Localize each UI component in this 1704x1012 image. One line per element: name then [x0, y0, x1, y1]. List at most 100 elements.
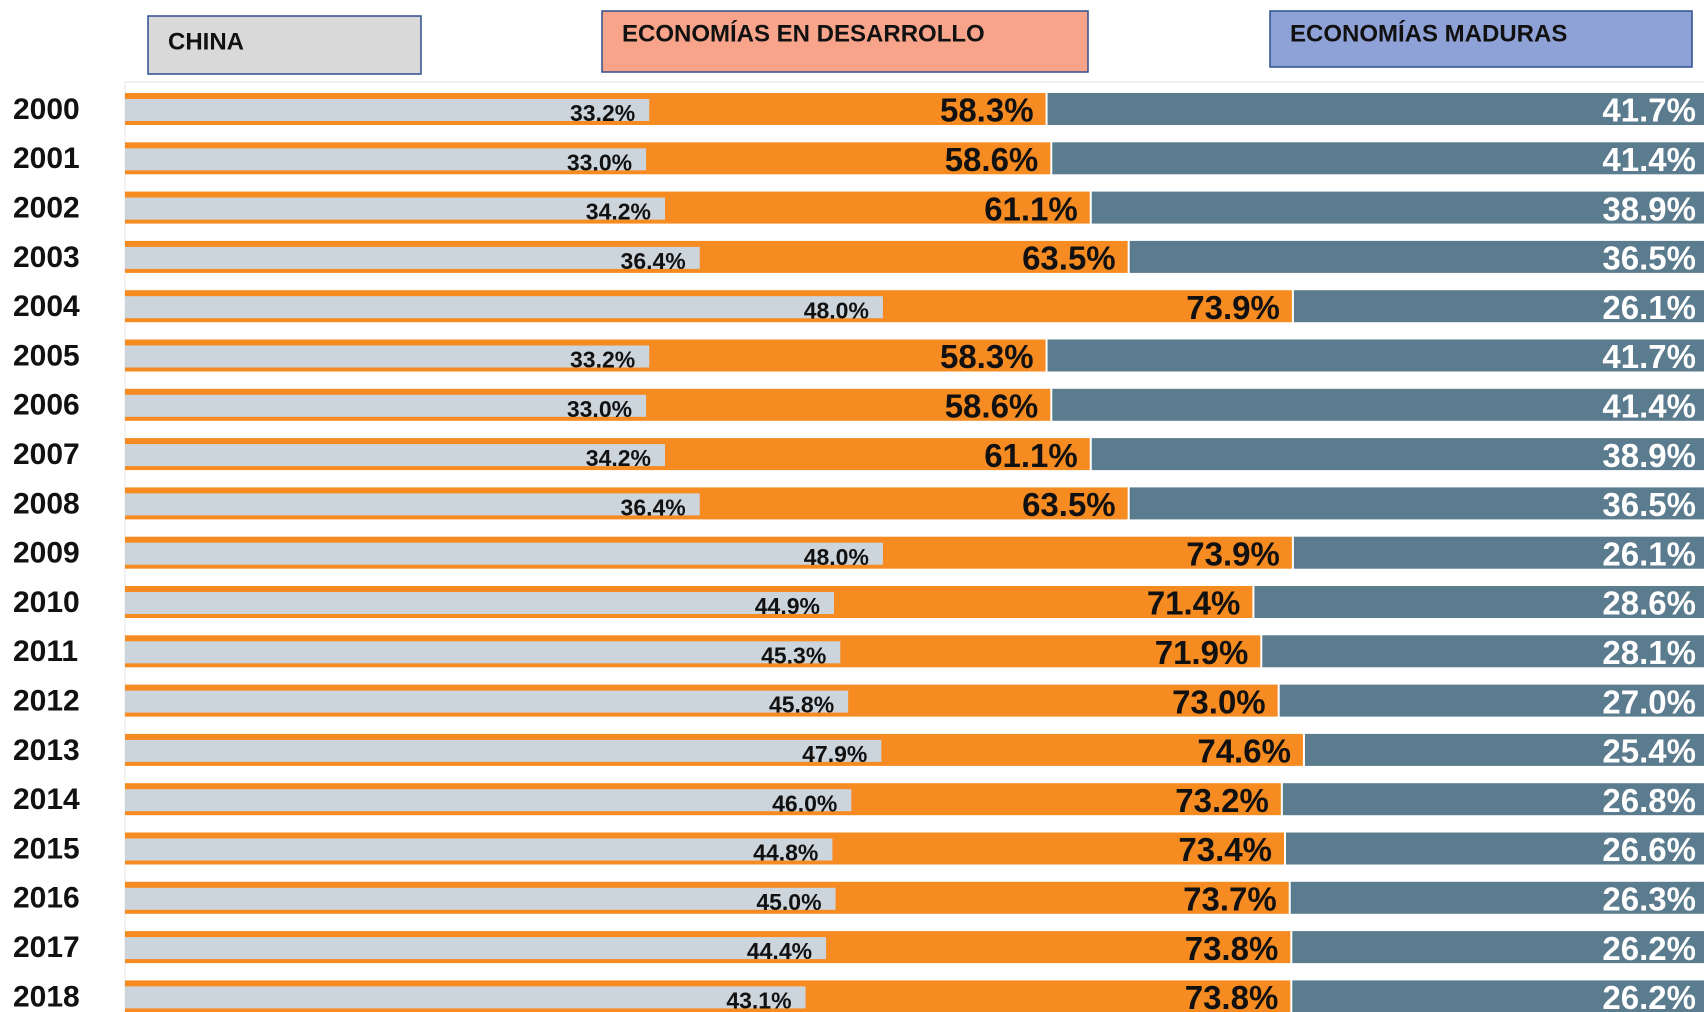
data-label: 44.4% [747, 938, 812, 964]
data-label: 73.4% [1178, 831, 1272, 868]
bar [125, 345, 650, 368]
data-label: 73.8% [1185, 930, 1279, 967]
bar [125, 246, 700, 269]
bar [1254, 586, 1704, 618]
bar [1047, 93, 1704, 125]
bar [1292, 931, 1704, 964]
bar [125, 937, 827, 960]
data-label: 44.8% [753, 840, 818, 866]
data-label: 33.2% [570, 347, 635, 373]
legend-label: ECONOMÍAS EN DESARROLLO [622, 19, 985, 47]
year-label: 2003 [13, 241, 80, 274]
data-label: 61.1% [984, 190, 1078, 227]
data-label: 73.9% [1186, 289, 1280, 326]
data-label: 26.8% [1602, 782, 1696, 819]
data-label: 26.6% [1602, 831, 1696, 868]
data-label: 41.4% [1602, 388, 1696, 425]
year-label: 2001 [13, 142, 80, 175]
year-label: 2000 [13, 93, 80, 126]
bar [1293, 536, 1704, 569]
bar [1052, 388, 1704, 421]
bar [1129, 240, 1704, 273]
bar [1304, 733, 1704, 766]
bar [125, 690, 849, 713]
bar [125, 887, 836, 910]
data-label: 45.3% [761, 642, 826, 668]
year-label: 2005 [13, 339, 80, 372]
bar [125, 197, 666, 220]
data-label: 61.1% [984, 437, 1078, 474]
data-label: 47.9% [802, 741, 867, 767]
bar [125, 789, 852, 812]
bar [1292, 980, 1704, 1012]
data-label: 73.7% [1183, 881, 1277, 918]
data-label: 73.0% [1172, 683, 1266, 720]
bar [1262, 635, 1704, 668]
data-label: 27.0% [1602, 683, 1696, 720]
data-label: 74.6% [1197, 733, 1291, 770]
year-label: 2008 [13, 487, 80, 520]
legend-label: CHINA [168, 28, 244, 55]
data-label: 58.6% [945, 388, 1039, 425]
year-label: 2007 [13, 438, 80, 471]
data-label: 71.9% [1155, 634, 1249, 671]
data-label: 45.0% [756, 889, 821, 915]
bar [125, 542, 883, 565]
bar [1047, 339, 1704, 372]
data-label: 58.6% [945, 141, 1039, 178]
bar [125, 641, 841, 664]
data-label: 63.5% [1022, 486, 1116, 523]
data-label: 36.5% [1602, 486, 1696, 523]
year-label: 2016 [13, 882, 80, 915]
data-label: 33.2% [570, 100, 635, 126]
data-label: 25.4% [1602, 733, 1696, 770]
year-label: 2018 [13, 980, 80, 1012]
data-label: 36.4% [621, 248, 686, 274]
bar [125, 838, 833, 861]
data-label: 41.4% [1602, 141, 1696, 178]
year-label: 2015 [13, 832, 80, 865]
data-label: 36.5% [1602, 240, 1696, 277]
bar [1091, 191, 1704, 224]
data-label: 58.3% [940, 92, 1034, 129]
bar [125, 493, 700, 516]
year-label: 2006 [13, 389, 80, 422]
year-label: 2014 [13, 783, 80, 816]
bar [1290, 881, 1704, 914]
bar [1129, 487, 1704, 520]
data-label: 43.1% [726, 987, 791, 1012]
bar [1293, 290, 1704, 323]
data-label: 26.1% [1602, 289, 1696, 326]
bar [125, 986, 806, 1009]
data-label: 71.4% [1147, 585, 1241, 622]
bar [125, 296, 883, 319]
data-label: 26.2% [1602, 979, 1696, 1012]
data-label: 26.2% [1602, 930, 1696, 967]
data-label: 26.1% [1602, 535, 1696, 572]
data-label: 28.1% [1602, 634, 1696, 671]
data-label: 73.2% [1175, 782, 1269, 819]
data-label: 34.2% [586, 199, 651, 225]
data-label: 38.9% [1602, 190, 1696, 227]
data-label: 36.4% [621, 494, 686, 520]
legend-box [601, 10, 1089, 73]
year-label: 2002 [13, 192, 80, 225]
data-label: 73.9% [1186, 535, 1280, 572]
data-label: 38.9% [1602, 437, 1696, 474]
data-label: 33.0% [567, 396, 632, 422]
data-label: 33.0% [567, 149, 632, 175]
bar [1052, 142, 1704, 175]
bar [1282, 783, 1704, 816]
data-label: 45.8% [769, 692, 834, 718]
bar [1285, 832, 1704, 865]
data-label: 73.8% [1185, 979, 1279, 1012]
bar [125, 394, 647, 417]
data-label: 34.2% [586, 445, 651, 471]
legend-box [1269, 10, 1693, 68]
data-label: 48.0% [804, 544, 869, 570]
year-label: 2004 [13, 290, 80, 323]
year-label: 2012 [13, 685, 80, 718]
data-label: 48.0% [804, 297, 869, 323]
bar [125, 592, 834, 614]
